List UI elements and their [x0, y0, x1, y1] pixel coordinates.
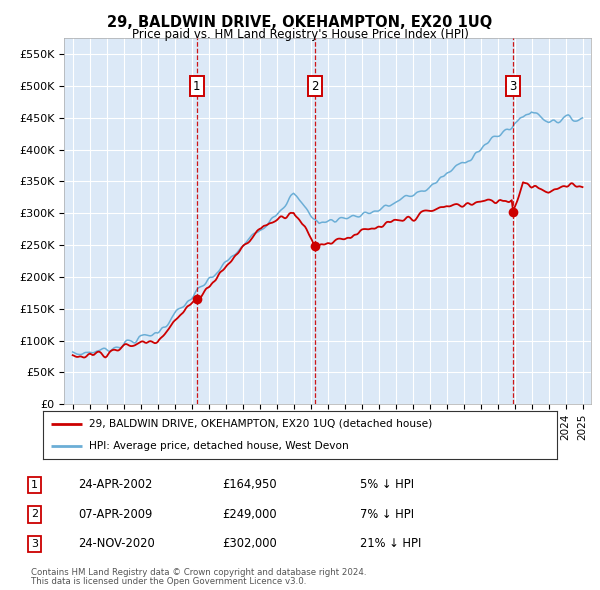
Text: £249,000: £249,000	[222, 508, 277, 521]
Text: 29, BALDWIN DRIVE, OKEHAMPTON, EX20 1UQ: 29, BALDWIN DRIVE, OKEHAMPTON, EX20 1UQ	[107, 15, 493, 30]
Text: 7% ↓ HPI: 7% ↓ HPI	[360, 508, 414, 521]
Text: Contains HM Land Registry data © Crown copyright and database right 2024.: Contains HM Land Registry data © Crown c…	[31, 568, 367, 577]
Text: 24-NOV-2020: 24-NOV-2020	[78, 537, 155, 550]
Text: 29, BALDWIN DRIVE, OKEHAMPTON, EX20 1UQ (detached house): 29, BALDWIN DRIVE, OKEHAMPTON, EX20 1UQ …	[89, 419, 433, 429]
Text: 1: 1	[193, 80, 200, 93]
Text: £302,000: £302,000	[222, 537, 277, 550]
Text: £164,950: £164,950	[222, 478, 277, 491]
Text: 21% ↓ HPI: 21% ↓ HPI	[360, 537, 421, 550]
Text: Price paid vs. HM Land Registry's House Price Index (HPI): Price paid vs. HM Land Registry's House …	[131, 28, 469, 41]
Text: 3: 3	[31, 539, 38, 549]
Text: 24-APR-2002: 24-APR-2002	[78, 478, 152, 491]
Text: 3: 3	[509, 80, 517, 93]
Text: 5% ↓ HPI: 5% ↓ HPI	[360, 478, 414, 491]
Text: This data is licensed under the Open Government Licence v3.0.: This data is licensed under the Open Gov…	[31, 578, 307, 586]
Text: 07-APR-2009: 07-APR-2009	[78, 508, 152, 521]
Text: HPI: Average price, detached house, West Devon: HPI: Average price, detached house, West…	[89, 441, 349, 451]
Text: 2: 2	[31, 510, 38, 519]
Text: 1: 1	[31, 480, 38, 490]
Text: 2: 2	[311, 80, 319, 93]
